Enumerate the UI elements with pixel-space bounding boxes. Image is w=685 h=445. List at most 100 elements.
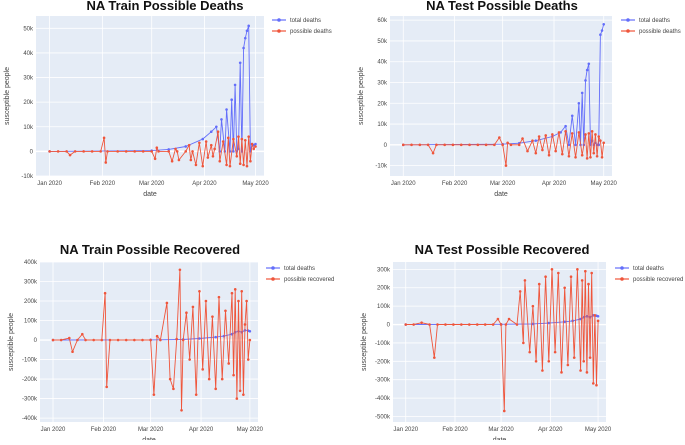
data-point xyxy=(570,114,574,118)
y-tick-label: -10k xyxy=(21,174,34,180)
data-point xyxy=(410,143,413,147)
data-point xyxy=(188,358,191,361)
data-point xyxy=(576,268,579,271)
x-tick-label: Jan 2020 xyxy=(393,427,418,433)
chart-title: NA Train Possible Recovered xyxy=(60,242,240,257)
data-point xyxy=(187,143,191,147)
data-point xyxy=(428,323,431,326)
data-point xyxy=(431,151,435,155)
legend-swatch-marker xyxy=(277,29,281,33)
x-tick-label: May 2020 xyxy=(591,181,618,187)
y-axis-label: susceptible people xyxy=(361,313,368,371)
data-point xyxy=(224,309,227,313)
data-point xyxy=(150,150,154,153)
data-point xyxy=(502,409,506,413)
data-point xyxy=(133,338,136,342)
y-tick-label: 10k xyxy=(23,125,34,131)
x-tick-label: Jan 2020 xyxy=(41,427,66,433)
data-point xyxy=(580,153,584,157)
plot-area xyxy=(40,262,258,422)
data-point xyxy=(48,150,51,153)
data-point xyxy=(426,143,430,147)
data-point xyxy=(551,133,554,136)
legend-label: total deaths xyxy=(639,18,670,24)
data-point xyxy=(534,151,538,155)
data-point xyxy=(484,143,488,147)
data-point xyxy=(149,338,152,342)
y-tick-label: 30k xyxy=(23,76,34,82)
y-tick-label: 0 xyxy=(34,338,38,344)
data-point xyxy=(534,139,538,142)
data-point xyxy=(531,304,535,308)
data-point xyxy=(597,135,601,138)
data-point xyxy=(523,279,527,282)
data-point xyxy=(103,291,107,295)
data-point xyxy=(230,98,233,101)
data-point xyxy=(509,143,513,147)
y-tick-label: 50k xyxy=(23,26,34,32)
data-point xyxy=(167,148,171,151)
data-point xyxy=(589,155,592,159)
data-point xyxy=(165,301,169,305)
legend-swatch-marker xyxy=(620,277,624,281)
data-point xyxy=(198,337,201,340)
x-tick-label: May 2020 xyxy=(585,427,612,433)
chart-title: NA Test Possible Recovered xyxy=(415,242,590,257)
data-point xyxy=(592,151,596,155)
x-tick-label: Feb 2020 xyxy=(442,427,468,433)
data-point xyxy=(459,143,463,147)
legend-label: possible recovered xyxy=(633,277,683,283)
data-point xyxy=(247,24,250,28)
data-point xyxy=(133,150,136,153)
data-point xyxy=(170,159,174,163)
data-point xyxy=(599,33,602,37)
y-tick-label: -400k xyxy=(375,396,391,402)
data-point xyxy=(564,124,567,128)
data-point xyxy=(73,150,77,153)
chart-1: NA Train Possible Deaths -10k 0 10k 20k 30k 40… xyxy=(4,0,332,198)
data-point xyxy=(252,147,256,151)
x-tick-label: Mar 2020 xyxy=(138,427,164,433)
data-point xyxy=(230,291,234,295)
data-point xyxy=(570,132,574,135)
x-tick-label: Apr 2020 xyxy=(192,181,217,187)
data-point xyxy=(250,142,254,146)
data-point xyxy=(433,356,436,359)
data-point xyxy=(248,338,252,342)
data-point xyxy=(501,143,504,147)
y-tick-label: 400k xyxy=(24,260,38,266)
data-point xyxy=(596,319,600,323)
data-point xyxy=(547,321,551,325)
y-tick-label: 0 xyxy=(384,143,388,149)
data-point xyxy=(233,288,237,291)
data-point xyxy=(541,148,544,152)
data-point xyxy=(237,299,240,303)
data-point xyxy=(541,369,544,372)
data-point xyxy=(220,118,223,121)
data-point xyxy=(90,150,94,153)
data-point xyxy=(245,29,249,33)
data-point xyxy=(194,393,198,396)
data-point xyxy=(59,338,63,342)
data-point xyxy=(152,393,156,396)
data-point xyxy=(567,143,571,147)
y-axis-label: susceptible people xyxy=(358,67,365,125)
data-point xyxy=(563,320,566,324)
data-point xyxy=(184,150,188,153)
data-point xyxy=(168,377,172,381)
data-point xyxy=(159,338,162,342)
x-tick-label: Feb 2020 xyxy=(90,181,116,187)
chart-3: NA Train Possible Recovered -400k -300k -20… xyxy=(8,242,334,444)
y-tick-label: 300k xyxy=(24,280,38,286)
data-point xyxy=(554,149,557,153)
data-point xyxy=(124,338,128,342)
data-point xyxy=(84,338,87,342)
data-point xyxy=(172,387,175,391)
data-point xyxy=(226,136,230,140)
data-point xyxy=(211,155,215,158)
data-point xyxy=(547,153,551,157)
data-point xyxy=(557,271,560,275)
data-point xyxy=(245,299,248,303)
y-tick-label: 200k xyxy=(24,299,38,305)
data-point xyxy=(191,150,194,153)
